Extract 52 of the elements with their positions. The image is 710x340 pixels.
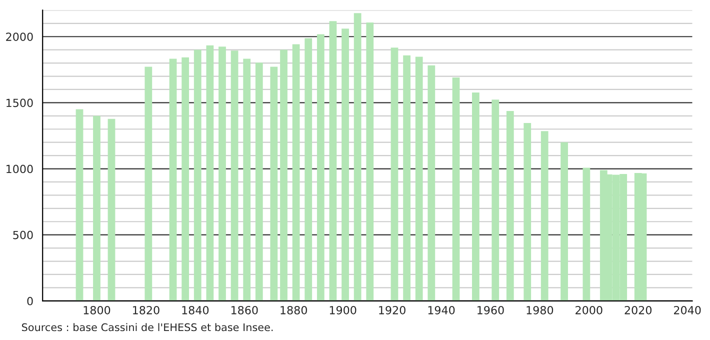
bar: [492, 100, 500, 301]
bar: [524, 123, 532, 301]
bar: [342, 28, 349, 301]
x-tick-label: 1960: [478, 306, 504, 314]
bar: [354, 13, 362, 301]
bar: [472, 92, 480, 301]
bar: [540, 131, 548, 301]
bar: [366, 22, 374, 301]
bar: [560, 142, 568, 301]
x-tick-label: 1880: [280, 306, 307, 314]
bar: [76, 109, 84, 301]
x-tick-label: 1980: [526, 306, 554, 314]
bar: [316, 34, 324, 301]
bar: [280, 50, 288, 301]
bar: [243, 58, 251, 301]
bar: [108, 118, 116, 301]
bar: [144, 66, 152, 301]
y-tick-label: 1000: [6, 164, 33, 174]
x-tick-label: 1820: [133, 306, 160, 314]
bar: [292, 44, 300, 301]
bar: [206, 45, 214, 301]
x-tick-label: 1920: [379, 306, 406, 314]
bar: [194, 50, 202, 301]
x-tick-label: 1900: [330, 306, 356, 314]
bar: [428, 65, 436, 301]
x-tick-label: 1940: [428, 306, 455, 314]
x-tick-label: 1800: [84, 306, 110, 314]
y-tick-label: 500: [13, 230, 33, 240]
bar: [506, 111, 514, 301]
x-tick-label: 2020: [624, 306, 652, 314]
y-tick-label: 0: [27, 296, 33, 306]
bar: [270, 66, 278, 301]
bar: [390, 48, 398, 301]
source-note: Sources : base Cassini de l'EHESS et base Insee.: [22, 323, 273, 332]
bar: [403, 55, 410, 301]
y-tick-label: 1500: [6, 98, 33, 108]
bar: [230, 50, 238, 301]
bar: [304, 38, 312, 301]
y-tick-label: 2000: [6, 32, 33, 42]
x-tick-label: 1840: [182, 306, 209, 314]
bar: [255, 62, 263, 301]
bar: [93, 116, 100, 301]
bar: [415, 56, 423, 301]
bar: [169, 58, 177, 301]
bar: [182, 57, 190, 301]
bar: [582, 168, 590, 301]
bar: [329, 21, 337, 301]
x-tick-label: 2000: [576, 306, 602, 314]
bar: [218, 46, 226, 301]
x-tick-label: 2040: [674, 306, 701, 314]
bar: [452, 77, 460, 301]
x-tick-label: 1860: [231, 306, 258, 314]
